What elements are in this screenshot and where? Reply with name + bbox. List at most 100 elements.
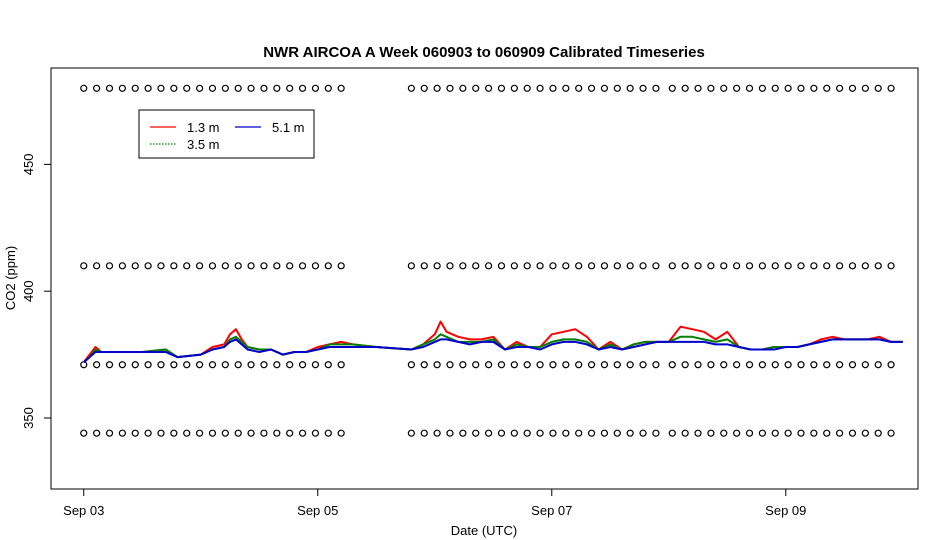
marker-point bbox=[694, 429, 702, 437]
marker-point bbox=[758, 262, 766, 270]
marker-point bbox=[652, 361, 660, 369]
marker-point bbox=[260, 429, 268, 437]
marker-point bbox=[324, 84, 332, 92]
marker-point bbox=[575, 429, 583, 437]
marker-point bbox=[221, 361, 229, 369]
marker-point bbox=[681, 429, 689, 437]
marker-point bbox=[836, 361, 844, 369]
marker-point bbox=[221, 429, 229, 437]
marker-point bbox=[771, 361, 779, 369]
marker-point bbox=[208, 429, 217, 437]
x-tick-label: Sep 03 bbox=[63, 503, 104, 518]
marker-point bbox=[105, 361, 114, 369]
marker-point bbox=[105, 429, 114, 437]
marker-point bbox=[80, 84, 88, 92]
marker-point bbox=[118, 84, 126, 92]
marker-point bbox=[260, 361, 268, 369]
marker-point bbox=[681, 84, 689, 92]
marker-point bbox=[459, 84, 467, 92]
marker-point bbox=[195, 262, 204, 270]
marker-point bbox=[758, 84, 766, 92]
marker-point bbox=[484, 361, 493, 369]
marker-point bbox=[784, 262, 792, 270]
marker-point bbox=[420, 361, 428, 369]
marker-point bbox=[510, 262, 518, 270]
marker-point bbox=[273, 429, 281, 437]
marker-point bbox=[208, 361, 217, 369]
marker-point bbox=[694, 262, 702, 270]
marker-point bbox=[311, 262, 320, 270]
marker-point bbox=[600, 262, 609, 270]
marker-point bbox=[745, 429, 754, 437]
marker-point bbox=[260, 84, 268, 92]
marker-point bbox=[144, 429, 152, 437]
marker-point bbox=[286, 429, 294, 437]
marker-point bbox=[497, 361, 506, 369]
marker-point bbox=[823, 361, 831, 369]
marker-point bbox=[93, 262, 101, 270]
marker-point bbox=[221, 84, 229, 92]
marker-point bbox=[848, 361, 857, 369]
marker-point bbox=[433, 262, 441, 270]
marker-point bbox=[407, 429, 415, 437]
marker-point bbox=[613, 84, 621, 92]
marker-point bbox=[80, 361, 88, 369]
marker-point bbox=[575, 84, 583, 92]
marker-point bbox=[587, 84, 596, 92]
marker-point bbox=[587, 429, 596, 437]
marker-point bbox=[810, 429, 818, 437]
marker-point bbox=[613, 361, 621, 369]
marker-point bbox=[549, 84, 557, 92]
marker-point bbox=[745, 84, 754, 92]
marker-point bbox=[536, 429, 544, 437]
marker-point bbox=[234, 361, 242, 369]
marker-point bbox=[848, 262, 857, 270]
marker-point bbox=[131, 84, 139, 92]
marker-point bbox=[337, 262, 345, 270]
marker-point bbox=[784, 361, 792, 369]
marker-point bbox=[549, 429, 557, 437]
marker-point bbox=[523, 429, 531, 437]
marker-point bbox=[324, 262, 332, 270]
marker-point bbox=[183, 262, 191, 270]
marker-point bbox=[80, 262, 88, 270]
marker-point bbox=[652, 262, 660, 270]
marker-point bbox=[562, 429, 570, 437]
marker-point bbox=[298, 84, 307, 92]
marker-point bbox=[874, 361, 882, 369]
marker-point bbox=[587, 361, 596, 369]
marker-point bbox=[472, 262, 480, 270]
marker-point bbox=[600, 361, 609, 369]
marker-point bbox=[93, 361, 101, 369]
marker-point bbox=[613, 429, 621, 437]
marker-point bbox=[639, 429, 647, 437]
marker-point bbox=[784, 429, 792, 437]
marker-point bbox=[484, 429, 493, 437]
marker-point bbox=[131, 361, 139, 369]
marker-point bbox=[247, 84, 255, 92]
marker-point bbox=[668, 84, 676, 92]
marker-point bbox=[758, 429, 766, 437]
marker-point bbox=[273, 84, 281, 92]
marker-point bbox=[861, 361, 869, 369]
marker-point bbox=[446, 361, 454, 369]
x-axis-label: Date (UTC) bbox=[451, 523, 517, 538]
marker-point bbox=[733, 262, 741, 270]
marker-point bbox=[874, 262, 882, 270]
marker-point bbox=[311, 361, 320, 369]
marker-point bbox=[549, 262, 557, 270]
marker-point bbox=[234, 262, 242, 270]
marker-point bbox=[510, 361, 518, 369]
marker-point bbox=[446, 84, 454, 92]
marker-point bbox=[170, 361, 178, 369]
marker-point bbox=[861, 262, 869, 270]
marker-point bbox=[497, 84, 506, 92]
marker-point bbox=[170, 429, 178, 437]
marker-point bbox=[600, 84, 609, 92]
marker-point bbox=[273, 262, 281, 270]
marker-point bbox=[823, 262, 831, 270]
marker-point bbox=[433, 429, 441, 437]
marker-point bbox=[771, 429, 779, 437]
marker-point bbox=[247, 429, 255, 437]
